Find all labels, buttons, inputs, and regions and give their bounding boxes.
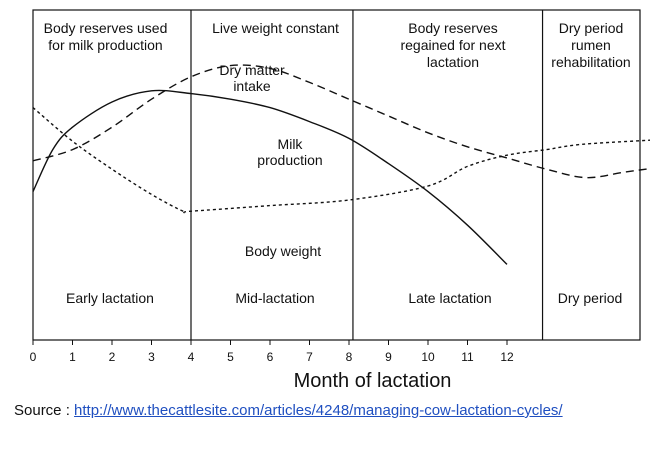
plot-border <box>32 9 641 341</box>
phase-title-dry: Dry period rumen rehabilitation <box>551 20 631 70</box>
x-axis-label: Month of lactation <box>293 370 452 392</box>
source-link[interactable]: http://www.thecattlesite.com/articles/42… <box>74 402 563 419</box>
x-axis-ticks: 0 1 2 3 4 5 6 7 8 9 10 11 12 <box>30 340 514 364</box>
x-tick-label: 10 <box>421 350 435 364</box>
x-tick-label: 12 <box>500 350 514 364</box>
phase-title-mid: Live weight constant <box>212 20 339 36</box>
milk-production-line <box>32 89 508 265</box>
source-prefix: Source : <box>14 402 75 419</box>
milk-production-label: Milk production <box>257 136 323 168</box>
phase-label-dry: Dry period <box>557 290 623 306</box>
source-note: Source : http://www.thecattlesite.com/ar… <box>14 402 563 419</box>
phase-label-late: Late lactation <box>408 290 492 306</box>
series-layer <box>32 64 650 265</box>
x-tick-label: 0 <box>30 350 37 364</box>
x-tick-label: 2 <box>109 350 116 364</box>
body-weight-label: Body weight <box>244 243 322 259</box>
x-tick-label: 1 <box>69 350 76 364</box>
dry-matter-intake-line <box>32 64 650 179</box>
phase-title-late: Body reserves regained for next lactatio… <box>400 20 506 70</box>
phase-title-early: Body reserves used for milk production <box>43 20 168 53</box>
x-tick-label: 7 <box>306 350 313 364</box>
x-tick-label: 4 <box>188 350 195 364</box>
phase-label-early: Early lactation <box>66 290 154 306</box>
x-tick-label: 3 <box>148 350 155 364</box>
x-tick-label: 5 <box>227 350 234 364</box>
x-tick-label: 8 <box>346 350 353 364</box>
x-tick-label: 6 <box>267 350 274 364</box>
x-tick-label: 11 <box>461 350 474 364</box>
x-tick-label: 9 <box>385 350 392 364</box>
body-weight-line <box>32 107 650 214</box>
phase-label-mid: Mid-lactation <box>235 290 315 306</box>
chart-frame <box>32 9 641 341</box>
dry-matter-intake-label: Dry matter intake <box>219 62 285 94</box>
